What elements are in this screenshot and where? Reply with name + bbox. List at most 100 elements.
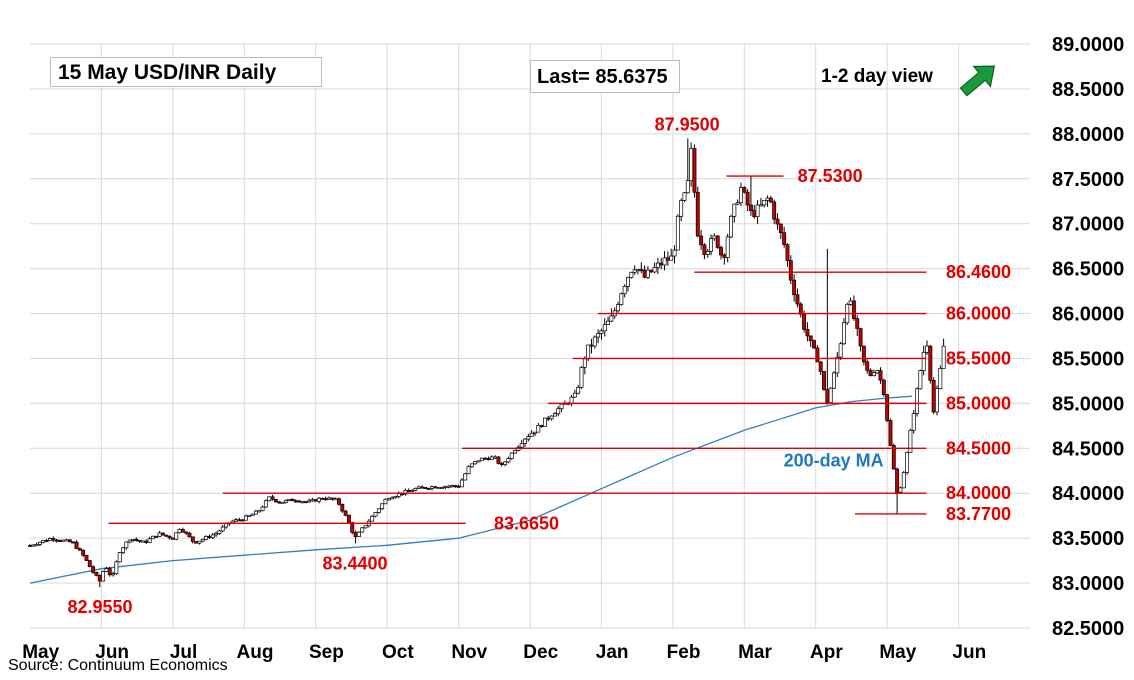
candle [57,539,62,543]
candle [127,539,132,544]
level-label: 85.0000 [946,393,1011,413]
y-tick-label: 89.0000 [1052,34,1124,56]
candle [463,472,468,481]
y-tick-label: 83.5000 [1052,528,1124,550]
candle [333,497,338,501]
candle [446,485,451,489]
candle-body [317,497,321,502]
candle [682,192,687,203]
candle-body [539,425,544,427]
y-tick-label: 86.0000 [1052,304,1124,326]
candle-body [795,294,800,305]
candle-body [526,436,531,440]
candle [659,258,664,270]
candle-body [499,463,504,465]
candle [925,340,929,355]
candle [941,338,946,369]
candle [84,554,89,562]
candle [765,195,770,207]
candle-body [905,452,910,473]
candle-body [476,460,481,463]
candle [632,265,637,275]
candle [729,214,733,239]
candle [523,438,527,448]
candle-body [84,554,89,561]
candle-body [559,403,564,410]
candle-body [925,345,929,353]
candle-body [61,539,66,542]
candle-body [871,372,876,377]
candle-body [380,503,385,510]
candle [51,536,56,543]
x-tick-label: May [879,642,916,663]
candle-body [828,387,833,403]
candle-body [546,417,551,420]
candle [901,471,906,489]
candle [649,269,654,273]
candle [157,531,162,537]
candle [283,499,288,504]
candle [602,318,607,337]
candle [160,532,165,536]
candle-body [745,191,750,206]
candle [768,195,773,204]
candle [74,540,79,550]
candle [97,574,102,588]
candle [479,457,484,462]
candle-body [243,515,248,521]
candle [200,538,205,543]
candle [313,499,318,502]
candle-body [214,533,218,536]
candle-body [443,485,448,488]
candle [34,542,39,547]
candle-body [778,223,783,234]
candle [599,328,604,340]
level-label: 83.7700 [946,504,1011,524]
candle [340,503,345,513]
candle-body [901,472,906,489]
x-tick-label: Feb [667,642,701,663]
candle-body [812,340,817,349]
candle [287,498,292,502]
level-label: 84.5000 [946,438,1011,458]
candle-body [536,425,541,433]
candle-body [127,539,132,543]
candle-body [247,514,252,517]
level-label: 86.0000 [946,304,1011,324]
candle [154,535,159,538]
candle-body [679,200,684,217]
candle-body [237,519,242,522]
candle [546,415,551,422]
candle [808,335,813,347]
candle [220,525,225,533]
candle-body [117,552,122,563]
candle [911,410,916,434]
candle [832,371,836,390]
candle [260,505,265,512]
candle-body [941,345,946,369]
candle-body [217,530,222,534]
candle [818,360,823,376]
candle-body [44,540,49,542]
candle [842,318,846,345]
candle [626,276,630,292]
x-tick-label: Oct [382,642,414,663]
candle-body [832,372,836,389]
candle-body [456,485,461,488]
moving-average: 200-day MA [29,395,913,584]
candle-body [293,500,298,503]
candle-body [758,204,763,207]
candle-body [655,262,660,268]
candle [180,527,185,533]
candle [878,367,883,384]
candle [456,484,461,488]
candle-body [692,148,697,193]
candle-body [210,534,215,538]
candle-body [582,358,587,368]
x-axis-ticks: May Jun Jul Aug Sep Oct Nov Dec Jan Feb Mar Apr May J… [22,642,986,663]
gridlines [30,43,1030,629]
candle [543,417,547,427]
candle [798,302,803,318]
candle [719,245,723,260]
candle [642,265,647,279]
